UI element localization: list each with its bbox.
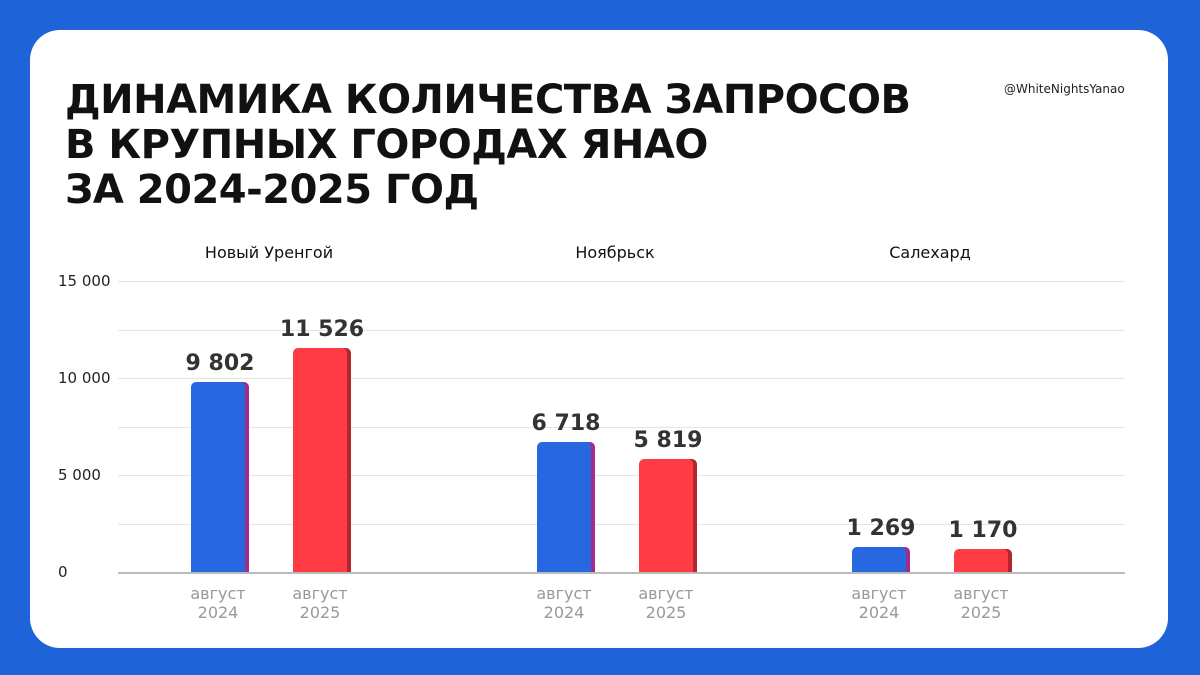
data-label: 1 269: [846, 516, 916, 542]
x-tick-label: август 2024: [851, 584, 907, 622]
grid-line: [118, 523, 1125, 525]
data-label: 11 526: [279, 317, 365, 343]
y-tick-label: 15 000: [58, 272, 111, 290]
x-tick-label: август 2024: [536, 584, 592, 622]
category-label: Салехард: [889, 243, 971, 262]
bar: [191, 381, 245, 572]
bar: [293, 348, 347, 572]
bar: [537, 441, 591, 572]
data-label: 6 718: [531, 410, 601, 436]
y-tick-label: 0: [58, 563, 68, 581]
x-tick-label: август 2024: [190, 584, 246, 622]
y-tick-label: 10 000: [58, 369, 111, 387]
bar: [954, 549, 1008, 572]
annotation: @WhiteNightsYanao: [1004, 82, 1125, 96]
category-label: Новый Уренгой: [204, 243, 334, 262]
category-label: Ноябрьск: [575, 243, 655, 262]
bar: [639, 459, 693, 572]
x-tick-label: август 2025: [292, 584, 348, 622]
grid-line: [118, 475, 1125, 476]
grid-line: [118, 329, 1125, 331]
bar: [852, 547, 906, 572]
data-label: 9 802: [185, 350, 255, 376]
grid-line: [118, 572, 1125, 574]
x-tick-label: август 2025: [638, 584, 694, 622]
data-label: 5 819: [633, 428, 703, 454]
chart-title: ДИНАМИКА КОЛИЧЕСТВА ЗАПРОСОВ В КРУПНЫХ Г…: [65, 77, 911, 213]
grid-line: [118, 426, 1125, 428]
y-tick-label: 5 000: [58, 466, 101, 484]
x-tick-label: август 2025: [953, 584, 1009, 622]
grid-line: [118, 378, 1125, 379]
grid-line: [118, 281, 1125, 282]
data-label: 1 170: [948, 518, 1018, 544]
